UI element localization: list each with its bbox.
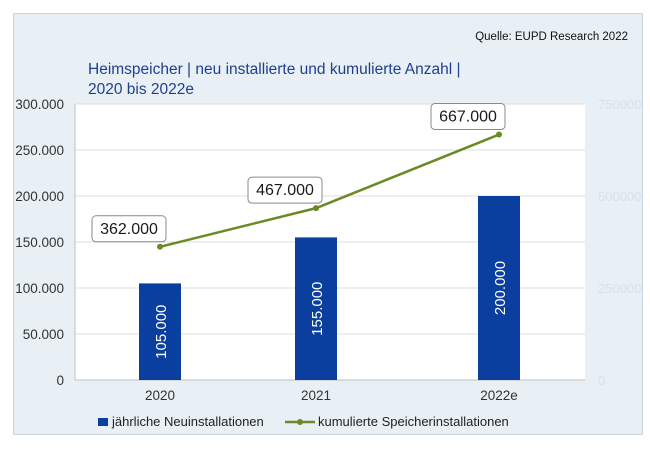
- legend-line-label: kumulierte Speicherinstallationen: [318, 414, 509, 429]
- y-tick-label: 250.000: [15, 143, 64, 158]
- y-axis: 0 50.000 100.000 150.000 200.000 250.000 300.0…: [15, 97, 76, 388]
- callout-box: [430, 103, 506, 131]
- line-series: 362.000 467.000 667.000: [91, 103, 506, 250]
- legend-bar-label: jährliche Neuinstallationen: [111, 414, 264, 429]
- x-tick-label: 2021: [301, 388, 331, 403]
- line-point: [496, 131, 502, 138]
- line-value-label: 667.000: [439, 109, 497, 126]
- source-note: Quelle: EUPD Research 2022: [475, 31, 628, 43]
- callout-box: [247, 176, 323, 204]
- line-value-label: 362.000: [100, 221, 158, 238]
- legend-line-marker: [297, 419, 303, 425]
- legend: jährliche Neuinstallationen kumulierte Sp…: [98, 414, 509, 429]
- bar-value-label: 105.000: [153, 305, 170, 359]
- line-value-label: 467.000: [256, 182, 314, 199]
- secondary-axis: 0 250000 500000 750000: [598, 97, 641, 388]
- callout-box: [91, 215, 167, 243]
- y-tick-label: 200.000: [15, 189, 64, 204]
- line-value-callout: 667.000: [430, 103, 506, 131]
- line-value-callout: 362.000: [91, 215, 167, 243]
- bar-series: 105.000 155.000 200.000: [139, 196, 520, 380]
- line-value-callout: 467.000: [247, 176, 323, 204]
- bar: [478, 196, 520, 380]
- bar-value-label: 155.000: [309, 282, 326, 336]
- x-tick-label: 2022e: [480, 388, 518, 403]
- bar: [139, 283, 181, 380]
- y-tick-label: 100.000: [15, 281, 64, 296]
- secondary-tick-label: 250000: [598, 281, 641, 296]
- secondary-tick-label: 500000: [598, 189, 641, 204]
- chart-title: Heimspeicher | neu installierte und kumu…: [88, 60, 461, 100]
- line-point: [157, 243, 163, 250]
- chart-title-line-1: Heimspeicher | neu installierte und kumu…: [88, 61, 461, 78]
- line-point: [313, 205, 319, 212]
- legend-bar-swatch: [98, 418, 108, 426]
- y-tick-label: 0: [56, 373, 64, 388]
- y-tick-label: 150.000: [15, 235, 64, 250]
- x-axis: 2020 2021 2022e: [145, 388, 518, 403]
- secondary-tick-label: 750000: [598, 97, 641, 112]
- bar-value-label: 200.000: [492, 261, 509, 315]
- chart-title-line-2: 2020 bis 2022e: [88, 81, 195, 98]
- bar: [295, 237, 337, 380]
- y-tick-label: 300.000: [15, 97, 64, 112]
- x-tick-label: 2020: [145, 388, 175, 403]
- secondary-tick-label: 0: [598, 373, 605, 388]
- y-tick-label: 50.000: [23, 327, 64, 342]
